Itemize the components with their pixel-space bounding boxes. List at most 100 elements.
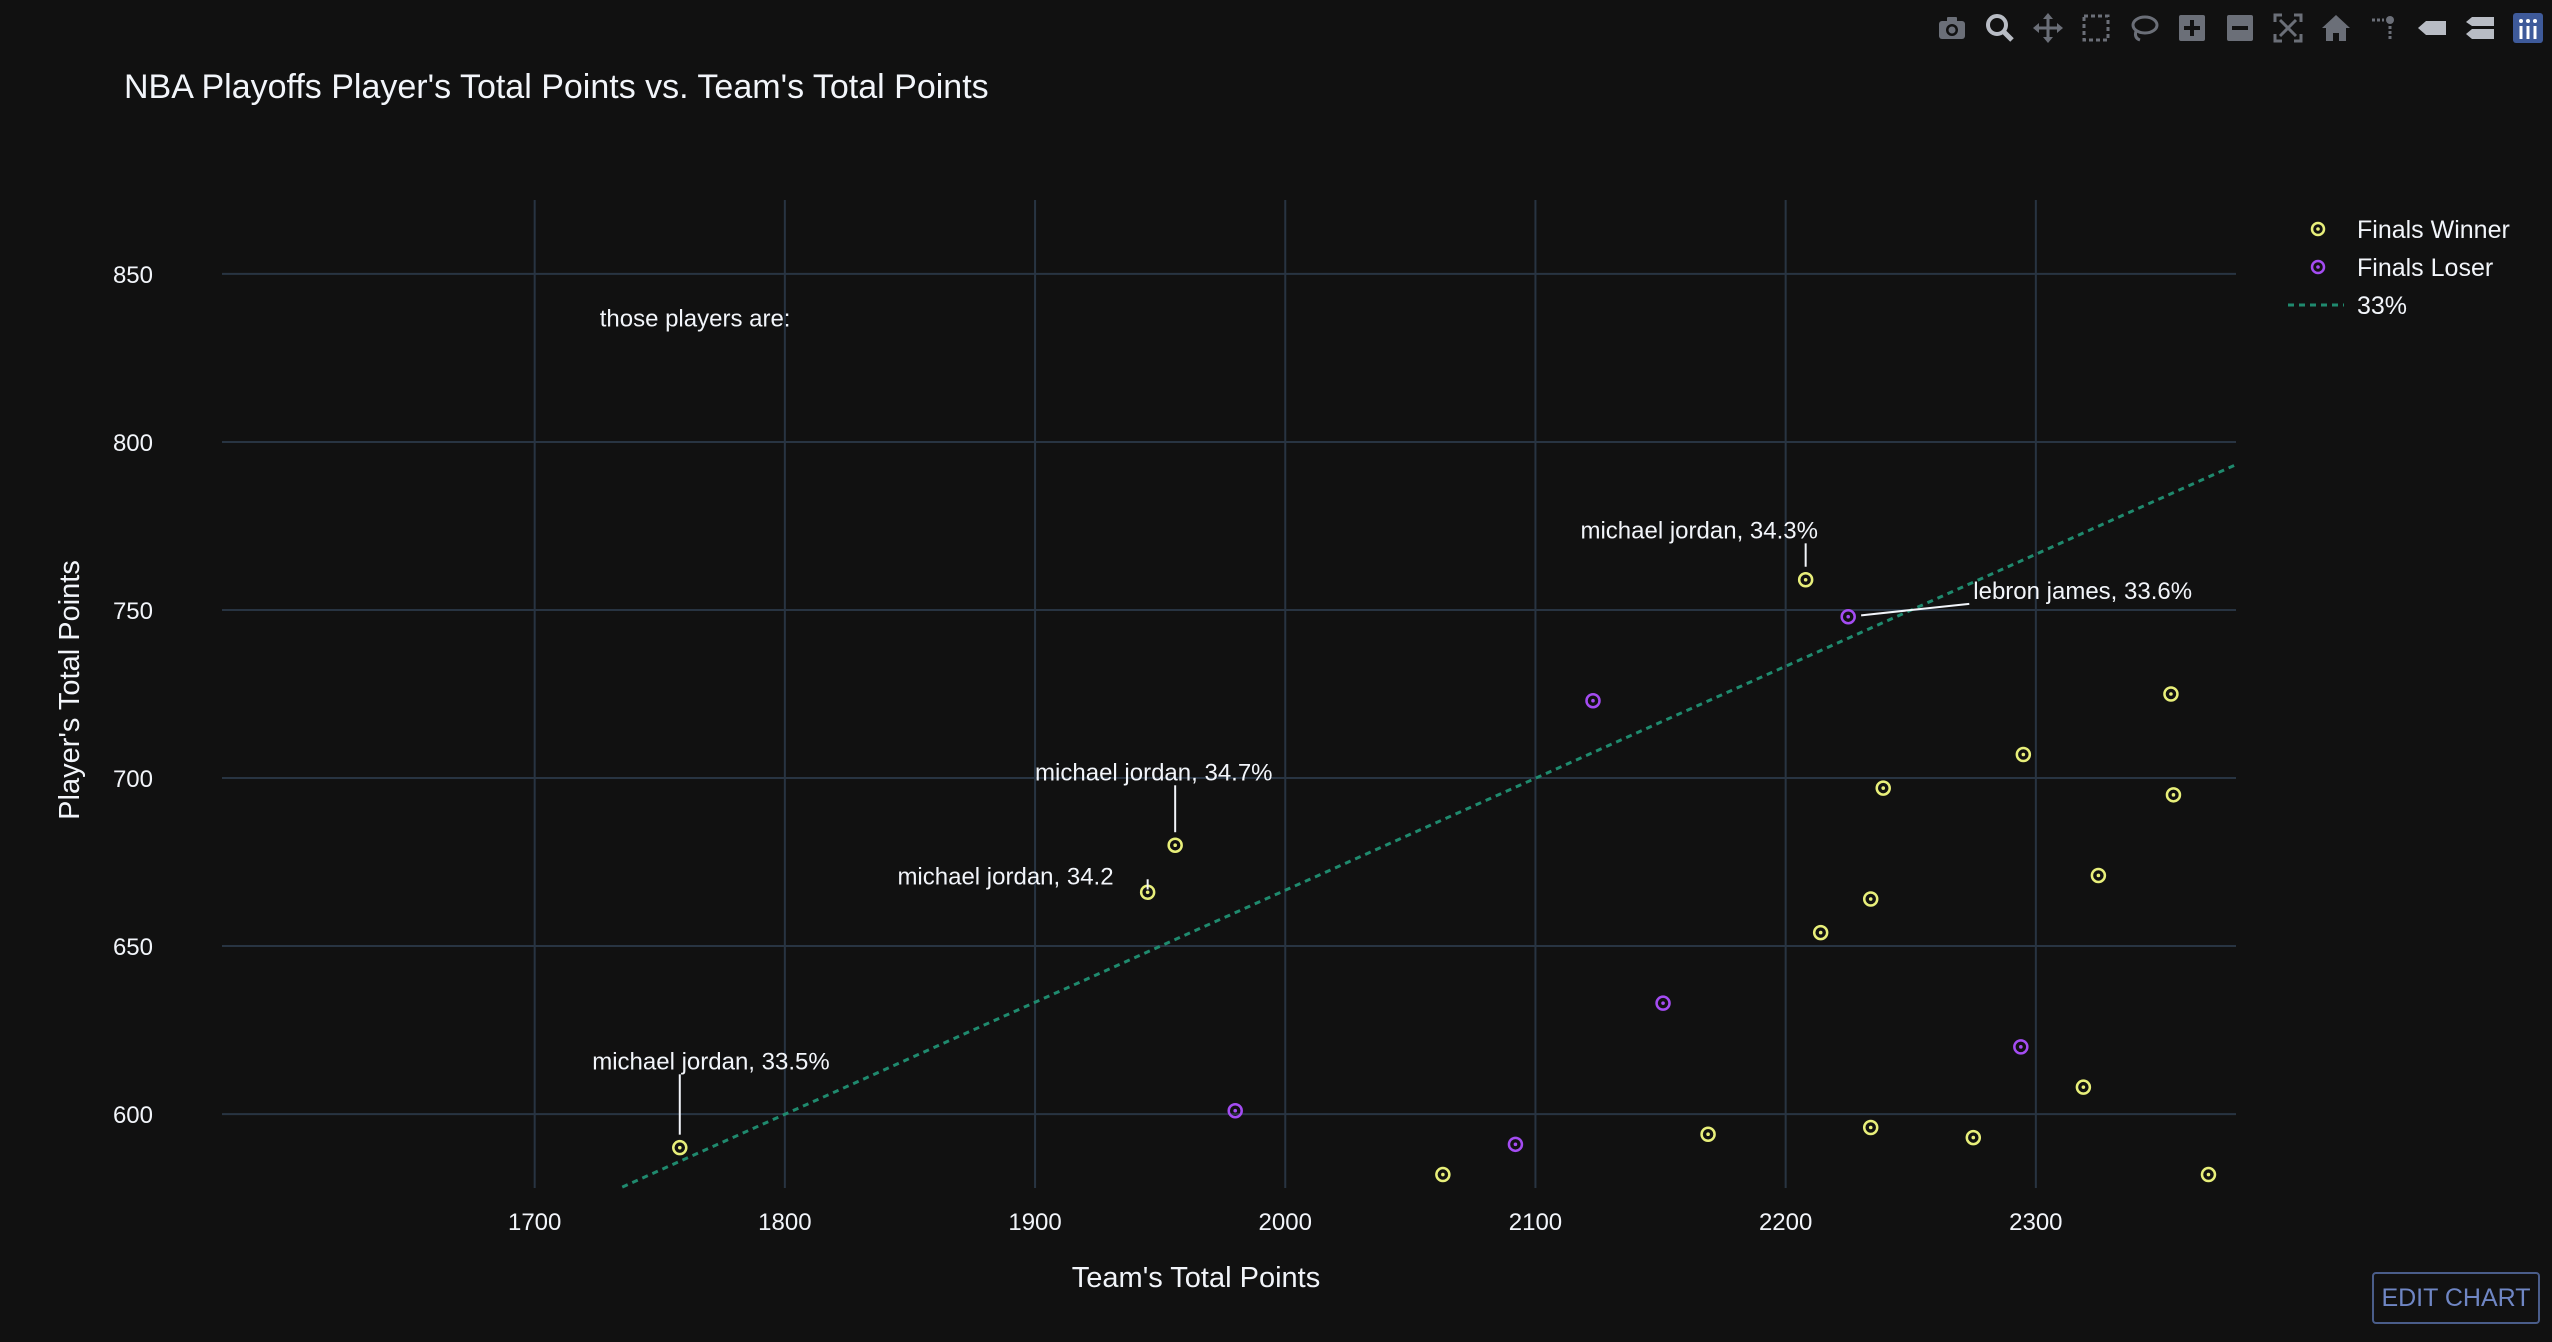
x-tick-label: 2000	[1259, 1209, 1312, 1236]
point-ring	[2163, 686, 2179, 702]
winner-point[interactable]	[1862, 1119, 1879, 1136]
point-ring	[1435, 1166, 1451, 1183]
loser-point[interactable]	[2013, 1039, 2029, 1055]
point-ring	[1585, 692, 1601, 709]
winner-point[interactable]	[1167, 837, 1183, 853]
hover-closest-icon[interactable]	[2408, 8, 2456, 48]
point-dot	[2081, 1085, 2086, 1089]
reference-line-group	[621, 463, 2237, 1189]
winner-point[interactable]	[1797, 571, 1814, 588]
legend-item-loser[interactable]: Finals Loser	[2310, 254, 2493, 282]
loser-point[interactable]	[1585, 692, 1601, 709]
lasso-select-icon[interactable]	[2120, 8, 2168, 48]
point-dot	[1661, 1001, 1665, 1005]
winner-point[interactable]	[2163, 686, 2179, 702]
camera-icon[interactable]	[1928, 8, 1976, 48]
y-axis-label: Player's Total Points	[54, 560, 86, 820]
zoom-in-icon[interactable]	[2168, 8, 2216, 48]
point-dot	[2171, 793, 2176, 797]
annotation: michael jordan, 34.2	[897, 863, 1149, 890]
annotation: michael jordan, 34.3%	[1580, 517, 1818, 567]
point-ring	[2090, 867, 2107, 884]
box-select-icon[interactable]	[2072, 8, 2120, 48]
point-dot	[677, 1145, 682, 1150]
point-ring	[1700, 1126, 1716, 1142]
winner-point[interactable]	[1965, 1129, 1982, 1146]
spike-lines-icon[interactable]	[2360, 8, 2408, 48]
legend-label-reference: 33%	[2357, 292, 2407, 320]
point-ring	[2200, 1166, 2217, 1183]
point-dot	[2019, 1045, 2023, 1049]
point-ring	[2013, 1039, 2029, 1055]
legend-label-winner: Finals Winner	[2357, 216, 2510, 244]
annotation-label: michael jordan, 34.2	[897, 863, 1113, 890]
annotation: lebron james, 33.6%	[1861, 578, 2192, 617]
x-tick-label: 2200	[1759, 1209, 1812, 1236]
pan-icon[interactable]	[2024, 8, 2072, 48]
winner-point[interactable]	[1435, 1166, 1451, 1183]
modebar	[1928, 8, 2552, 48]
loser-point[interactable]	[1655, 995, 1671, 1011]
legend-marker-loser-dot	[2316, 265, 2320, 269]
zoom-out-icon[interactable]	[2216, 8, 2264, 48]
winner-point[interactable]	[2075, 1079, 2092, 1095]
annotations: those players are: michael jordan, 33.5% m…	[592, 306, 2192, 1135]
annotation: those players are:	[600, 306, 791, 333]
annotation-label: michael jordan, 33.5%	[592, 1048, 829, 1075]
data-points[interactable]	[672, 571, 2217, 1183]
annotation: michael jordan, 33.5%	[592, 1048, 830, 1135]
point-ring	[1227, 1102, 1243, 1119]
y-tick-label: 600	[113, 1102, 153, 1129]
point-dot	[1513, 1142, 1518, 1147]
autoscale-icon[interactable]	[2264, 8, 2312, 48]
legend-item-reference[interactable]: 33%	[2288, 292, 2407, 320]
point-ring	[1862, 891, 1879, 907]
edit-chart-button[interactable]: EDIT CHART	[2372, 1272, 2540, 1324]
point-dot	[1233, 1108, 1238, 1113]
point-dot	[2096, 873, 2101, 878]
annotation: michael jordan, 34.7%	[1035, 759, 1273, 833]
winner-point[interactable]	[1875, 780, 1891, 796]
zoom-icon[interactable]	[1976, 8, 2024, 48]
winner-point[interactable]	[1862, 891, 1879, 907]
x-tick-label: 2300	[2009, 1209, 2062, 1236]
winner-point[interactable]	[2015, 746, 2032, 763]
x-axis-label: Team's Total Points	[1072, 1262, 1320, 1294]
loser-point[interactable]	[1507, 1136, 1524, 1153]
legend-marker-winner	[2310, 221, 2326, 237]
point-ring	[672, 1139, 688, 1156]
point-dot	[1591, 698, 1595, 703]
winner-point[interactable]	[1812, 924, 1829, 941]
point-dot	[2169, 692, 2173, 696]
reset-axes-icon[interactable]	[2312, 8, 2360, 48]
point-dot	[1145, 890, 1150, 895]
winner-point[interactable]	[1700, 1126, 1716, 1142]
annotation-label: michael jordan, 34.7%	[1035, 759, 1272, 786]
point-ring	[1965, 1129, 1982, 1146]
point-ring	[2015, 746, 2032, 763]
grid-lines	[222, 200, 2236, 1188]
point-ring	[1167, 837, 1183, 853]
y-tick-label: 850	[113, 262, 153, 289]
winner-point[interactable]	[2090, 867, 2107, 884]
point-ring	[1797, 571, 1814, 588]
winner-point[interactable]	[672, 1139, 688, 1156]
winner-point[interactable]	[2200, 1166, 2217, 1183]
hover-compare-icon[interactable]	[2456, 8, 2504, 48]
legend[interactable]: Finals Winner Finals Loser 33%	[2288, 216, 2510, 320]
winner-point[interactable]	[2165, 787, 2182, 803]
plotly-logo-icon[interactable]	[2504, 8, 2552, 48]
point-ring	[1862, 1119, 1879, 1136]
point-dot	[1441, 1172, 1445, 1177]
point-ring	[1812, 924, 1829, 941]
y-tick-label: 800	[113, 430, 153, 457]
x-tick-label: 2100	[1509, 1209, 1562, 1236]
point-dot	[1846, 614, 1850, 619]
point-dot	[1881, 786, 1886, 790]
legend-item-winner[interactable]: Finals Winner	[2310, 216, 2510, 244]
legend-marker-winner-dot	[2316, 227, 2320, 231]
loser-point[interactable]	[1227, 1102, 1243, 1119]
x-tick-label: 1900	[1008, 1209, 1061, 1236]
loser-point[interactable]	[1840, 608, 1856, 625]
x-tick-label: 1800	[758, 1209, 811, 1236]
